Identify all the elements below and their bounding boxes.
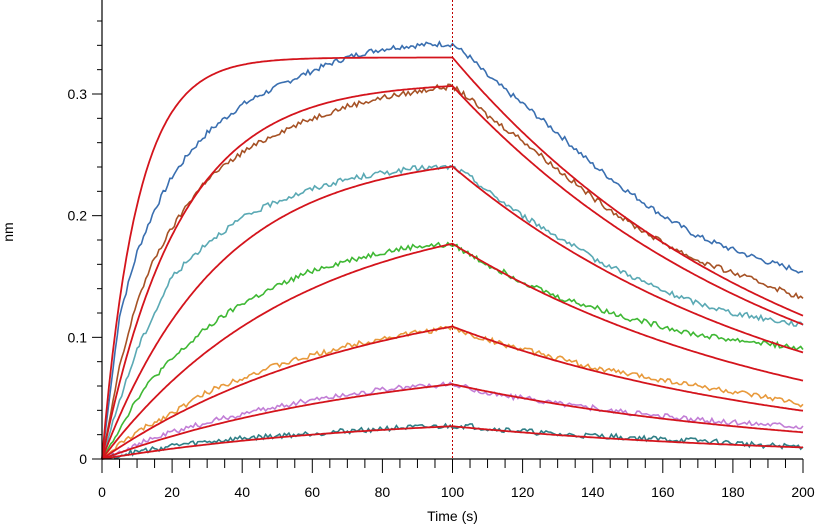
fit-curve-5 — [101, 325, 804, 460]
fit-curve-4 — [101, 242, 804, 460]
axes: 0 0.1 0.2 0.3 0 20 40 60 80 100 120 140 160 180 200 — [68, 0, 815, 500]
y-tick-label: 0.2 — [68, 208, 88, 224]
x-tick-label: 40 — [234, 484, 250, 500]
x-tick-label: 0 — [98, 484, 106, 500]
x-tick-label: 20 — [164, 484, 180, 500]
y-axis-label: nm — [0, 222, 16, 241]
measured-series-1 — [101, 40, 804, 460]
fit-curve-7 — [101, 425, 803, 460]
x-tick-label: 60 — [305, 484, 321, 500]
x-tick-label: 100 — [441, 484, 465, 500]
y-tick-label: 0.1 — [68, 329, 88, 345]
x-tick-label: 120 — [511, 484, 535, 500]
x-tick-label: 200 — [791, 484, 815, 500]
x-axis-label: Time (s) — [427, 508, 478, 524]
y-tick-label: 0 — [79, 451, 87, 467]
x-tick-label: 80 — [375, 484, 391, 500]
y-tick-label: 0.3 — [68, 86, 88, 102]
x-tick-label: 140 — [581, 484, 605, 500]
x-tick-label: 160 — [651, 484, 675, 500]
fit-curve-3 — [101, 165, 804, 460]
x-tick-label: 180 — [721, 484, 745, 500]
measured-series-4 — [101, 241, 804, 460]
